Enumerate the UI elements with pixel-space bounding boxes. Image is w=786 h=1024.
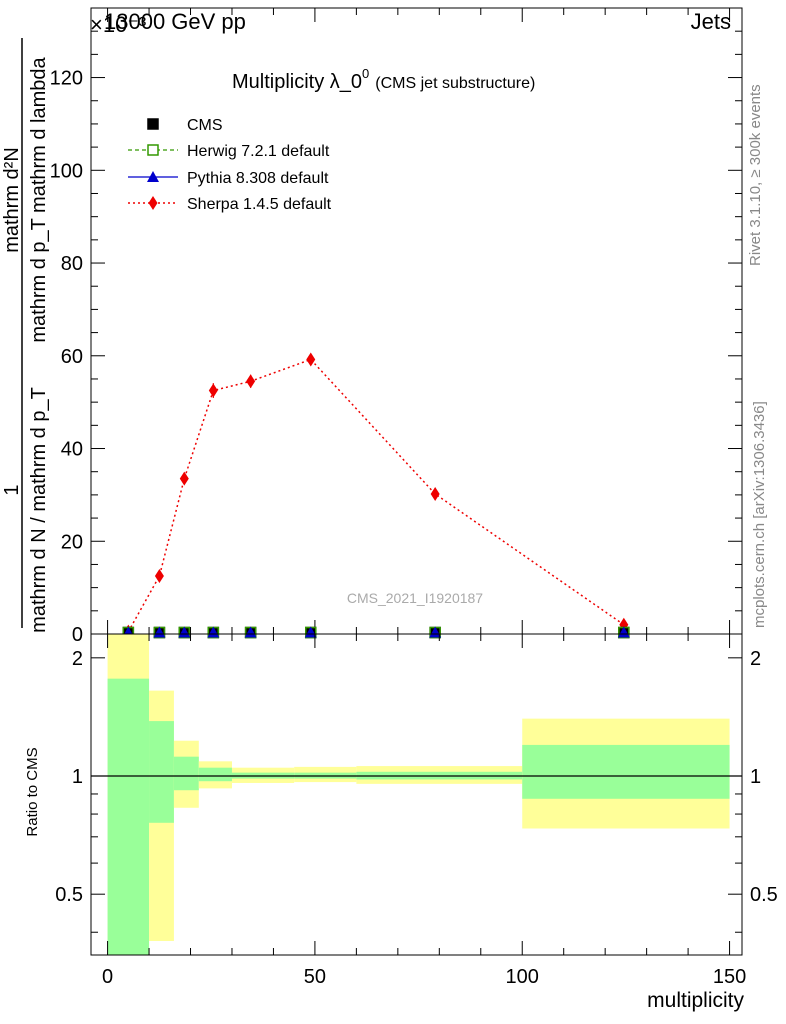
y-title-inner-numerator: mathrm d²N bbox=[1, 147, 23, 253]
ratio-y-tick-label-right: 0.5 bbox=[750, 884, 778, 906]
energy-label: 13000 GeV pp bbox=[104, 9, 246, 34]
title-main-text: Multiplicity λ_0 bbox=[232, 71, 362, 93]
ratio-y-tick-label: 2 bbox=[72, 648, 83, 670]
main-y-tick-label: 80 bbox=[61, 253, 83, 275]
pythia-point bbox=[617, 626, 630, 638]
main-y-tick-label: 120 bbox=[50, 68, 83, 90]
main-x-ticks bbox=[107, 8, 731, 634]
y-title-numerator: 1 bbox=[1, 484, 23, 495]
main-y-tick-label: 0 bbox=[72, 624, 83, 646]
legend-marker-herwig bbox=[147, 144, 159, 156]
mcplots-label: mcplots.cern.ch [arXiv:1306.3436] bbox=[751, 401, 768, 628]
ratio-ticks: 0 50 100 150 0.5 0.5 1 1 2 2 bbox=[55, 634, 778, 988]
category-label: Jets bbox=[691, 9, 731, 34]
x-tick-label: 100 bbox=[506, 966, 539, 988]
pythia-point bbox=[178, 626, 191, 638]
legend-marker-sherpa bbox=[148, 196, 158, 210]
legend-marker-cms bbox=[147, 118, 159, 130]
sherpa-point bbox=[430, 486, 440, 501]
ratio-band-inner bbox=[198, 767, 232, 782]
ratio-panel: 0 50 100 150 0.5 0.5 1 1 2 2 Ratio to CMS multipl… bbox=[24, 633, 778, 1012]
main-y-axis-title: 1 mathrm d N / mathrm d p_T mathrm d²N m… bbox=[1, 38, 50, 633]
legend-marker-pythia bbox=[147, 171, 159, 182]
pythia-point bbox=[207, 626, 220, 638]
ratio-band-inner bbox=[522, 744, 730, 799]
title-subtitle: (CMS jet substructure) bbox=[375, 75, 535, 92]
pythia-point bbox=[153, 626, 166, 638]
main-y-tick-label: 40 bbox=[61, 439, 83, 461]
pythia-point bbox=[244, 626, 257, 638]
rivet-label: Rivet 3.1.10, ≥ 300k events bbox=[747, 84, 764, 266]
sherpa-point bbox=[179, 471, 189, 486]
ratio-band-inner bbox=[173, 756, 199, 791]
ratio-y-tick-label: 0.5 bbox=[55, 884, 83, 906]
x-axis-title: multiplicity bbox=[647, 989, 744, 1012]
watermark: CMS_2021_I1920187 bbox=[347, 590, 483, 606]
ratio-bands bbox=[91, 634, 742, 955]
main-y-tick-label: 60 bbox=[61, 346, 83, 368]
x-tick-label: 0 bbox=[102, 966, 113, 988]
main-plot-frame bbox=[90, 7, 743, 635]
ratio-y-tick-label-right: 2 bbox=[750, 648, 761, 670]
main-y-tick-label: 20 bbox=[61, 531, 83, 553]
legend-label: CMS bbox=[187, 117, 223, 134]
main-plot-title: Multiplicity λ_00 (CMS jet substructure) bbox=[232, 66, 535, 93]
x-tick-label: 50 bbox=[304, 966, 326, 988]
main-panel: 0 20 40 60 80 100 120 CMS_2021_I1920187 Multip… bbox=[50, 7, 743, 646]
main-y-ticks: 0 20 40 60 80 100 120 bbox=[50, 7, 742, 646]
ratio-y-axis-title: Ratio to CMS bbox=[24, 747, 41, 836]
y-title-denominator: mathrm d N / mathrm d p_T bbox=[28, 387, 50, 633]
legend-label: Herwig 7.2.1 default bbox=[187, 143, 330, 160]
sherpa-point bbox=[246, 374, 256, 389]
y-exponent-label: ×10⁻³ bbox=[90, 12, 146, 37]
ratio-plot-frame bbox=[90, 633, 743, 956]
sherpa-point bbox=[208, 383, 218, 398]
y-title-inner-denominator: mathrm d p_T mathrm d lambda bbox=[28, 56, 50, 342]
ratio-band-inner bbox=[149, 721, 174, 823]
pythia-point bbox=[304, 626, 317, 638]
ratio-y-tick-label: 1 bbox=[72, 766, 83, 788]
legend-label: Pythia 8.308 default bbox=[187, 170, 329, 187]
ratio-band-inner bbox=[107, 678, 150, 955]
x-tick-label: 150 bbox=[713, 966, 746, 988]
main-y-tick-label: 100 bbox=[50, 160, 83, 182]
ratio-y-tick-label-right: 1 bbox=[750, 766, 761, 788]
legend-label: Sherpa 1.4.5 default bbox=[187, 196, 332, 213]
sherpa-line bbox=[127, 358, 625, 633]
sherpa-point bbox=[306, 352, 316, 367]
title-superscript: 0 bbox=[362, 66, 369, 81]
sherpa-point bbox=[154, 569, 164, 584]
legend: CMS Herwig 7.2.1 default Pythia 8.308 defa… bbox=[128, 117, 332, 213]
pythia-point bbox=[429, 626, 442, 638]
